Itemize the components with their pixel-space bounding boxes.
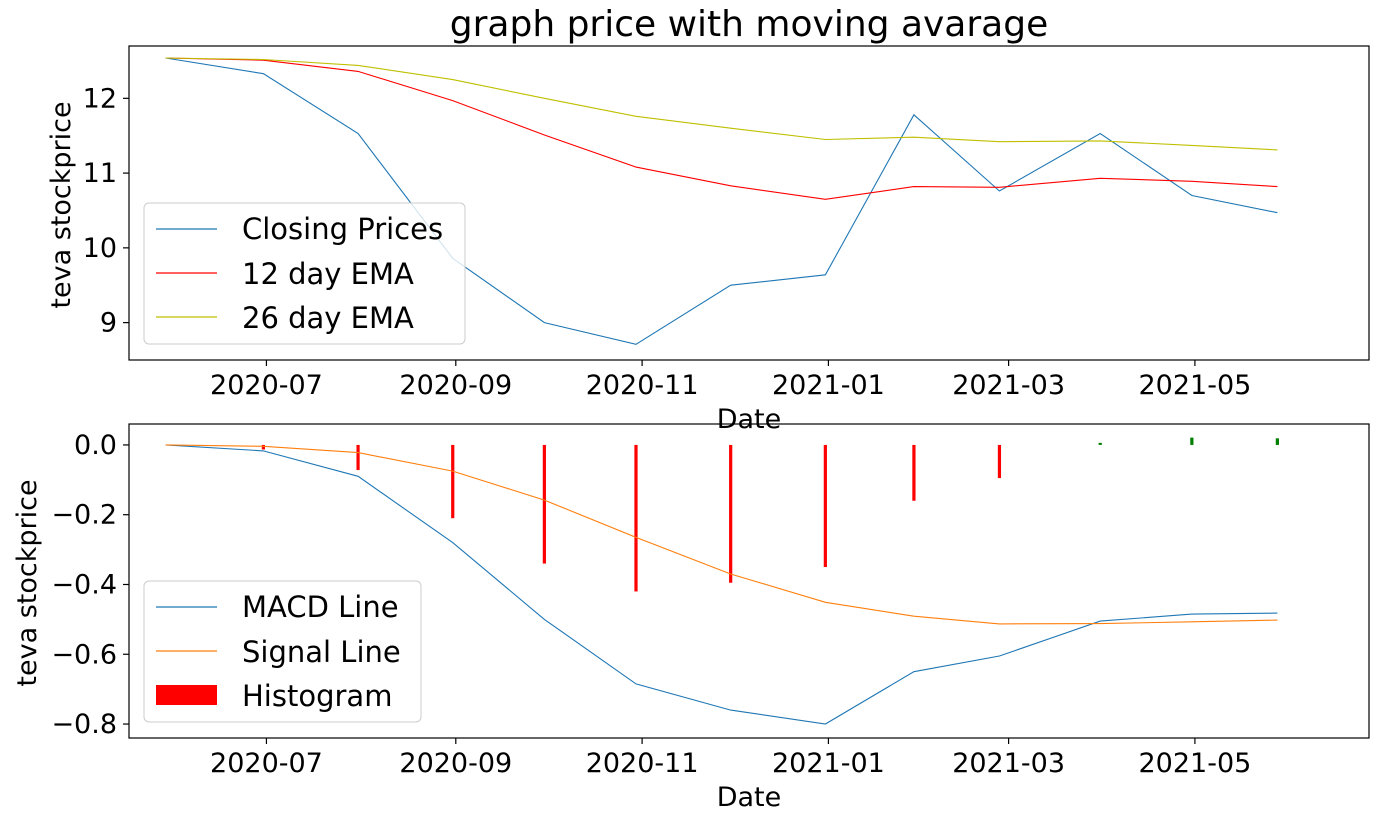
x-tick-label: 2020-11 bbox=[586, 748, 699, 779]
macd-x-axis: 2020-07 2020-09 2020-11 2021-01 2021-03 2021-… bbox=[210, 738, 1251, 779]
y-tick-label: 0.0 bbox=[74, 430, 117, 461]
macd-x-axis-label: Date bbox=[717, 782, 782, 813]
macd-y-axis: 0.0 −0.2 −0.4 −0.6 −0.8 bbox=[51, 430, 129, 740]
price-series-group bbox=[165, 57, 1278, 345]
histogram-bar bbox=[823, 444, 827, 568]
price-panel: graph price with moving avarage 9 10 11 12 … bbox=[46, 4, 1370, 435]
x-tick-label: 2020-11 bbox=[586, 370, 699, 401]
legend-label-histogram: Histogram bbox=[242, 679, 392, 713]
price-series-line-0 bbox=[165, 57, 1278, 345]
x-tick-label: 2021-01 bbox=[772, 748, 885, 779]
y-tick-label: −0.4 bbox=[51, 569, 117, 600]
y-tick-label: 10 bbox=[83, 233, 117, 264]
histogram-bar bbox=[1190, 437, 1194, 445]
macd-series-group bbox=[165, 437, 1279, 725]
histogram-bar bbox=[542, 444, 546, 564]
macd-plot-frame bbox=[128, 423, 1370, 739]
x-tick-label: 2020-07 bbox=[210, 370, 323, 401]
histogram-bar bbox=[1275, 438, 1279, 445]
legend-label-closing: Closing Prices bbox=[242, 212, 443, 246]
histogram-bar bbox=[451, 444, 455, 519]
x-tick-label: 2020-09 bbox=[399, 748, 512, 779]
legend-label-signal: Signal Line bbox=[242, 635, 401, 669]
chart-title: graph price with moving avarage bbox=[450, 4, 1048, 45]
histogram-bar bbox=[1098, 442, 1102, 445]
x-tick-label: 2020-09 bbox=[399, 370, 512, 401]
histogram-bar bbox=[634, 444, 638, 592]
x-tick-label: 2021-03 bbox=[952, 748, 1065, 779]
macd-legend: MACD Line Signal Line Histogram bbox=[143, 580, 422, 723]
macd-y-axis-label: teva stockprice bbox=[12, 479, 43, 686]
x-tick-label: 2020-07 bbox=[210, 748, 323, 779]
price-y-axis: 9 10 11 12 bbox=[83, 83, 129, 339]
macd-panel: 0.0 −0.2 −0.4 −0.6 −0.8 2020-07 2020-09 2020-1… bbox=[12, 423, 1370, 813]
x-tick-label: 2021-05 bbox=[1139, 748, 1252, 779]
legend-swatch-histogram bbox=[156, 685, 217, 705]
x-tick-label: 2021-05 bbox=[1139, 370, 1252, 401]
y-tick-label: 12 bbox=[83, 83, 117, 114]
histogram-bar bbox=[997, 444, 1002, 479]
y-tick-label: −0.2 bbox=[51, 500, 117, 531]
macd-series-line-1 bbox=[165, 444, 1278, 625]
macd-series-line-0 bbox=[165, 444, 1278, 725]
y-tick-label: 9 bbox=[100, 308, 117, 339]
legend-label-macd: MACD Line bbox=[242, 590, 399, 624]
y-tick-label: −0.6 bbox=[51, 639, 117, 670]
histogram-bar bbox=[356, 444, 360, 471]
price-y-axis-label: teva stockprice bbox=[46, 101, 77, 308]
price-x-axis-label: Date bbox=[717, 404, 782, 435]
price-series-line-1 bbox=[165, 57, 1278, 200]
legend-label-ema26: 26 day EMA bbox=[242, 301, 414, 335]
price-plot-frame bbox=[128, 45, 1370, 361]
legend-label-ema12: 12 day EMA bbox=[242, 257, 414, 291]
price-x-axis: 2020-07 2020-09 2020-11 2021-01 2021-03 2021-… bbox=[210, 360, 1251, 401]
y-tick-label: −0.8 bbox=[51, 709, 117, 740]
histogram-bar bbox=[261, 444, 265, 450]
histogram-bar bbox=[912, 444, 916, 501]
price-series-line-2 bbox=[165, 57, 1278, 151]
histogram-bar bbox=[729, 444, 733, 583]
x-tick-label: 2021-03 bbox=[952, 370, 1065, 401]
y-tick-label: 11 bbox=[83, 158, 117, 189]
price-legend: Closing Prices 12 day EMA 26 day EMA bbox=[143, 202, 466, 345]
price-legend-box bbox=[143, 202, 466, 345]
x-tick-label: 2021-01 bbox=[772, 370, 885, 401]
